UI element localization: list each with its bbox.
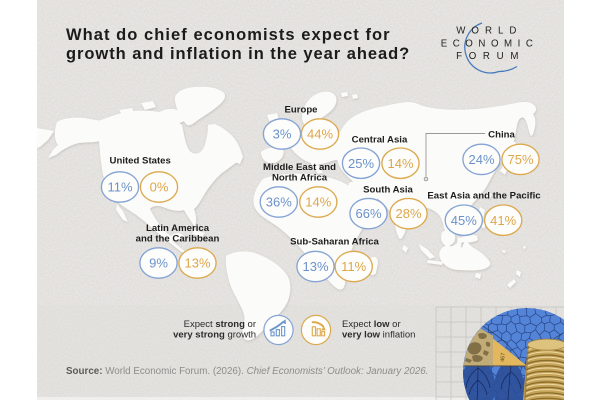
svg-text:14%: 14%	[387, 156, 413, 171]
svg-text:25%: 25%	[348, 156, 374, 171]
svg-text:75%: 75%	[507, 152, 533, 167]
svg-text:Europe: Europe	[284, 105, 317, 116]
svg-text:Source: World Economic Forum.: Source: World Economic Forum. (2026). Ch…	[66, 366, 428, 377]
svg-text:very strong growth: very strong growth	[173, 330, 256, 341]
svg-text:0%: 0%	[150, 180, 169, 195]
svg-text:China: China	[488, 130, 515, 141]
svg-text:11%: 11%	[107, 180, 132, 195]
svg-text:Expect strong or: Expect strong or	[184, 319, 256, 330]
svg-text:13%: 13%	[302, 259, 328, 274]
svg-text:South Asia: South Asia	[363, 184, 413, 195]
svg-text:36%: 36%	[266, 195, 292, 210]
svg-text:3%: 3%	[273, 127, 292, 142]
svg-text:28%: 28%	[395, 206, 421, 221]
svg-text:66%: 66%	[355, 206, 381, 221]
svg-text:North Africa: North Africa	[272, 172, 328, 183]
svg-text:41%: 41%	[490, 213, 516, 228]
svg-text:Middle East and: Middle East and	[263, 162, 336, 173]
svg-text:Central Asia: Central Asia	[352, 135, 408, 146]
svg-text:Latin America: Latin America	[146, 223, 210, 234]
svg-text:WORLD: WORLD	[456, 25, 522, 36]
svg-text:very low inflation: very low inflation	[342, 330, 415, 341]
svg-text:ECONOMIC: ECONOMIC	[441, 39, 539, 50]
svg-text:14%: 14%	[305, 195, 331, 210]
svg-text:FORUM: FORUM	[456, 51, 525, 62]
svg-text:44%: 44%	[307, 127, 333, 142]
svg-text:East Asia and the Pacific: East Asia and the Pacific	[427, 190, 541, 201]
svg-text:and the Caribbean: and the Caribbean	[136, 234, 220, 245]
svg-text:13%: 13%	[184, 256, 210, 271]
svg-text:growth and inflation in the ye: growth and inflation in the year ahead?	[66, 45, 410, 63]
svg-text:What do chief economists expec: What do chief economists expect for	[66, 26, 391, 44]
svg-text:9%: 9%	[149, 256, 168, 271]
svg-text:11%: 11%	[341, 259, 366, 274]
svg-text:45%: 45%	[451, 213, 477, 228]
svg-text:United States: United States	[110, 155, 171, 166]
svg-text:Expect low or: Expect low or	[342, 319, 401, 330]
svg-text:24%: 24%	[468, 152, 494, 167]
svg-text:Sub-Saharan Africa: Sub-Saharan Africa	[290, 236, 379, 247]
svg-text:467: 467	[500, 352, 507, 362]
